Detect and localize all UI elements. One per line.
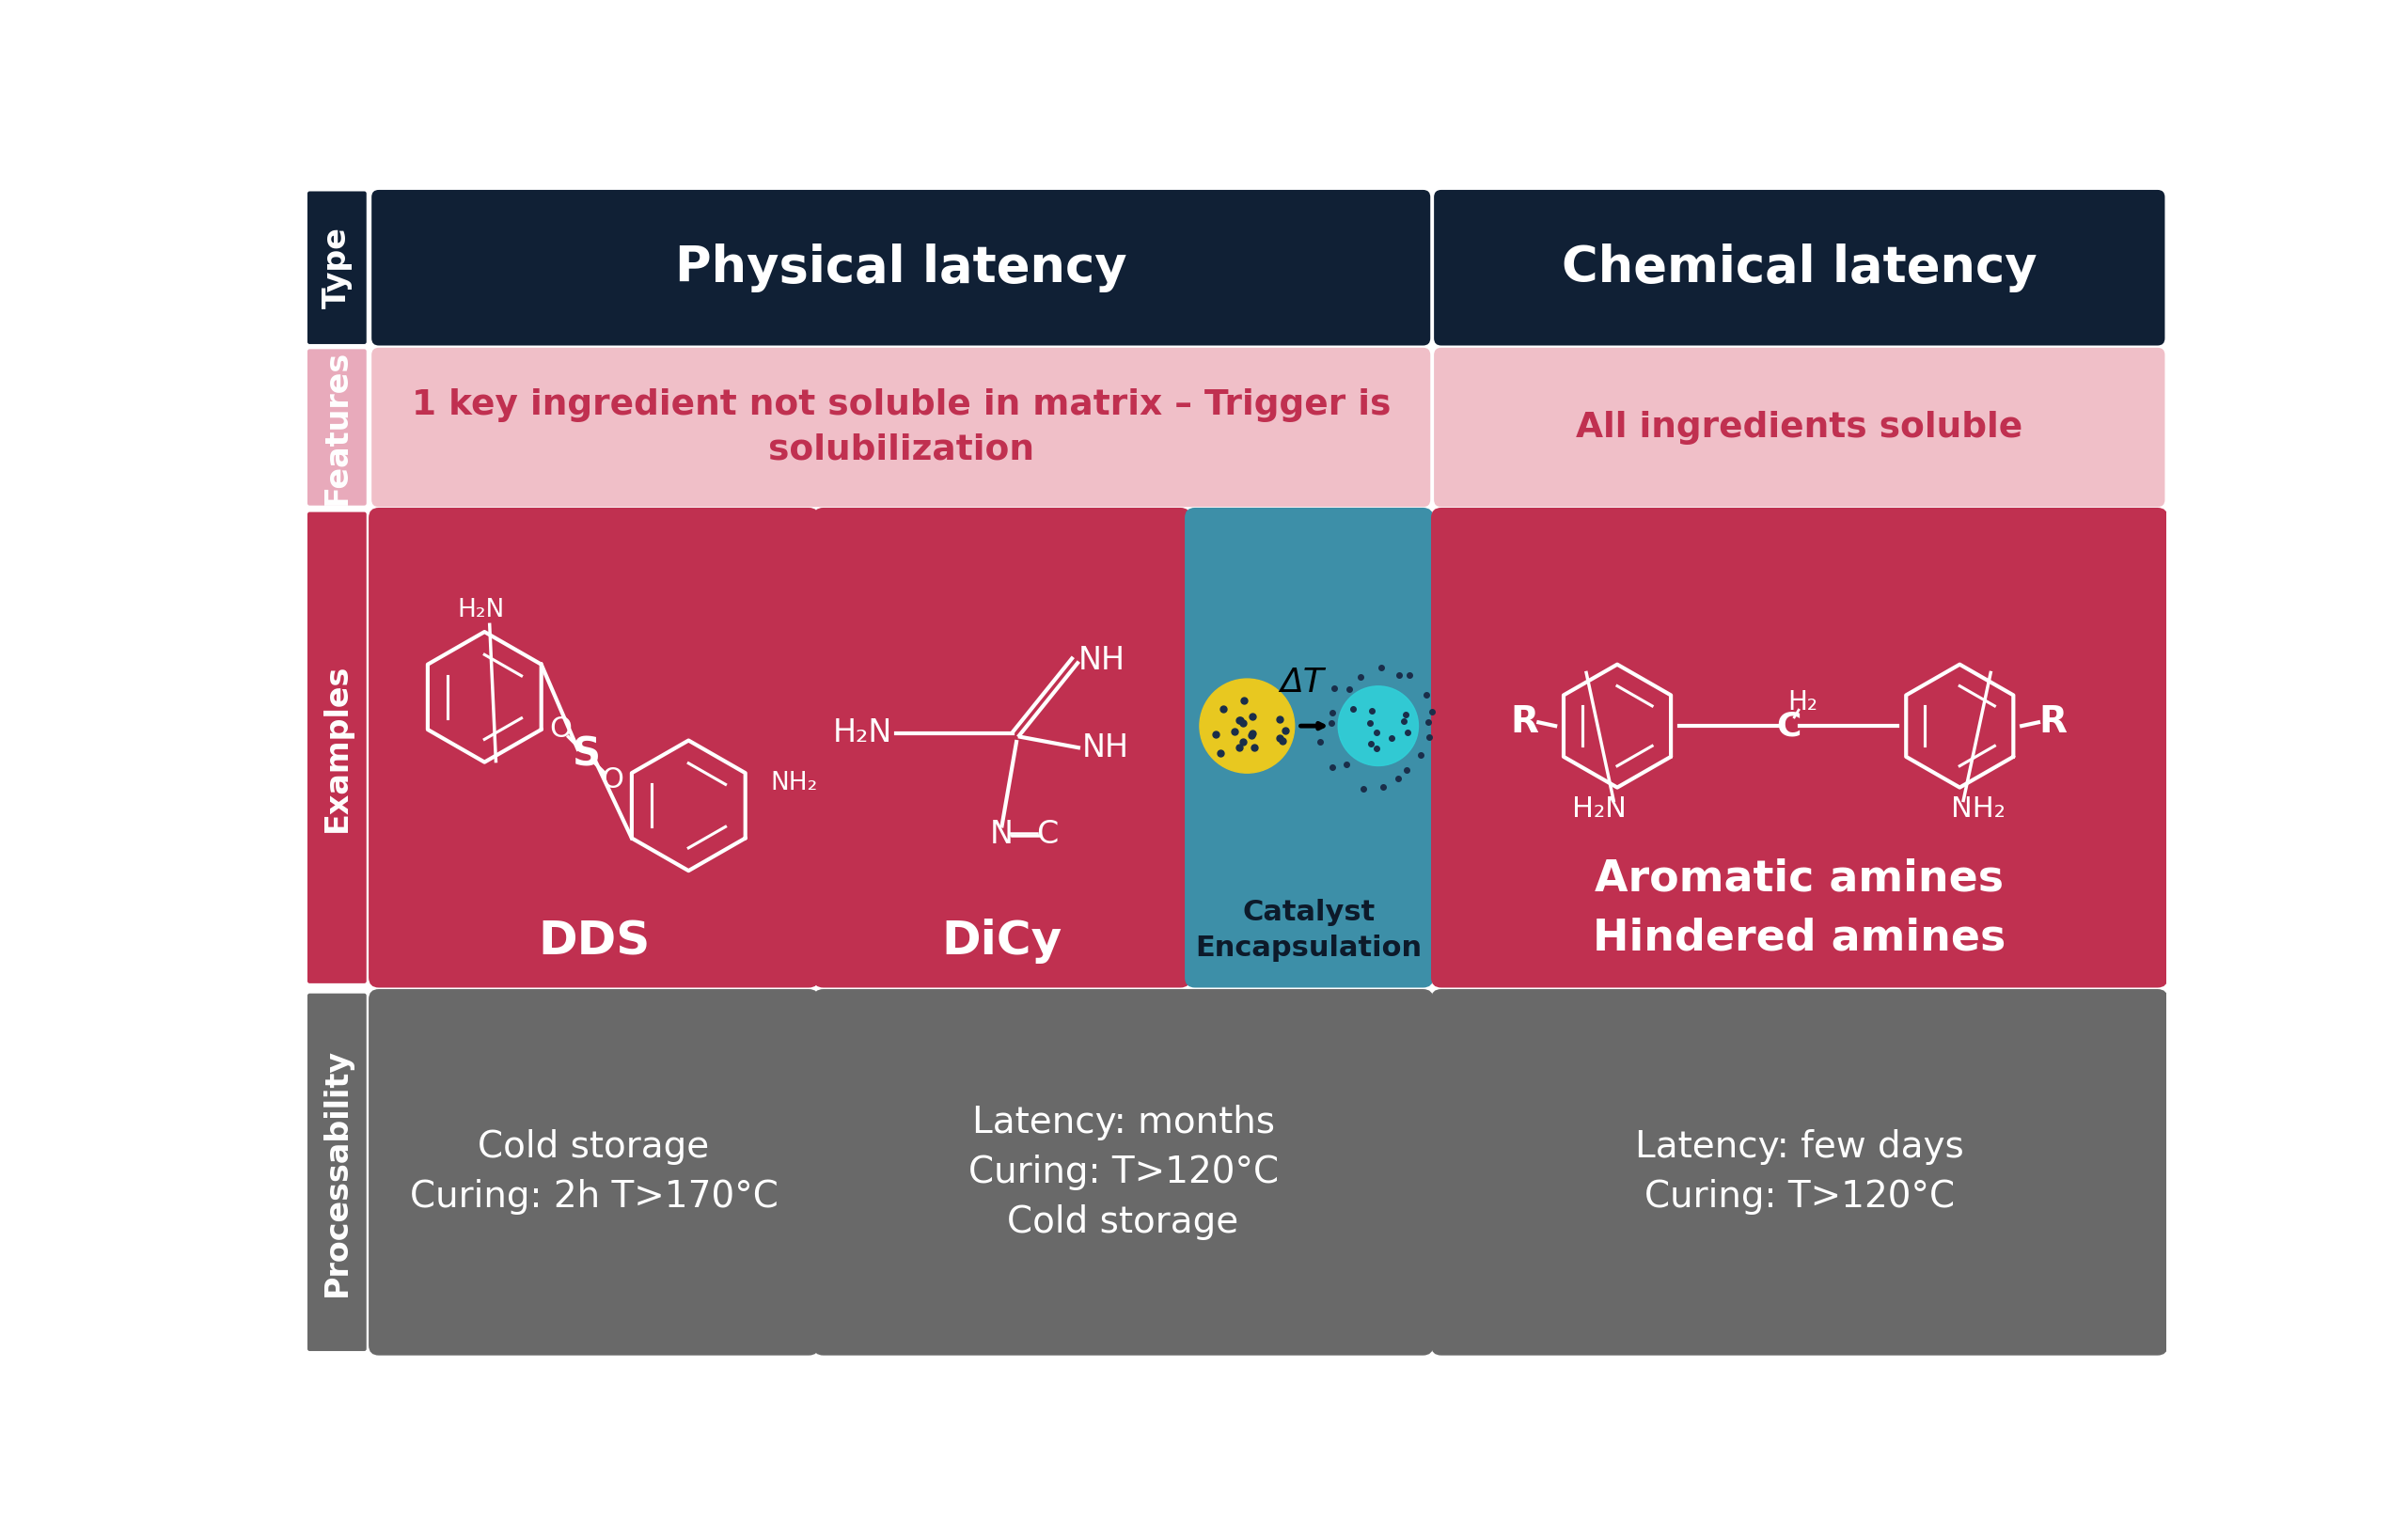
Text: Latency: few days
Curing: T>120°C: Latency: few days Curing: T>120°C	[1634, 1129, 1964, 1215]
Text: Processability: Processability	[323, 1049, 351, 1297]
FancyBboxPatch shape	[368, 989, 818, 1355]
Text: S: S	[573, 735, 602, 775]
Text: C: C	[1776, 710, 1800, 742]
Text: NH₂: NH₂	[770, 772, 818, 796]
Text: Cold storage
Curing: 2h T>170°C: Cold storage Curing: 2h T>170°C	[409, 1129, 777, 1215]
Text: Aromatic amines
Hindered amines: Aromatic amines Hindered amines	[1593, 858, 2005, 959]
FancyBboxPatch shape	[814, 508, 1191, 987]
Text: N: N	[989, 819, 1013, 850]
Text: R: R	[1509, 704, 1538, 741]
FancyBboxPatch shape	[371, 189, 1430, 345]
Text: NH: NH	[1078, 645, 1126, 676]
Text: Catalyst
Encapsulation: Catalyst Encapsulation	[1196, 899, 1423, 962]
Text: Chemical latency: Chemical latency	[1562, 243, 2036, 293]
FancyBboxPatch shape	[1432, 508, 2169, 987]
Text: H₂N: H₂N	[833, 718, 893, 748]
FancyBboxPatch shape	[1435, 189, 2164, 345]
Text: DiCy: DiCy	[941, 919, 1061, 964]
Circle shape	[1199, 679, 1295, 773]
FancyBboxPatch shape	[308, 993, 366, 1351]
Text: All ingredients soluble: All ingredients soluble	[1577, 410, 2022, 444]
Text: O: O	[602, 767, 623, 793]
Text: C: C	[1035, 819, 1059, 850]
Text: 1 key ingredient not soluble in matrix – Trigger is
solubilization: 1 key ingredient not soluble in matrix –…	[412, 388, 1391, 467]
Text: ΔT: ΔT	[1281, 667, 1324, 699]
Text: NH: NH	[1083, 732, 1129, 764]
FancyBboxPatch shape	[814, 989, 1432, 1355]
Text: H₂N: H₂N	[457, 598, 505, 622]
Text: NH₂: NH₂	[1950, 796, 2005, 822]
FancyBboxPatch shape	[308, 191, 366, 343]
Text: H₂: H₂	[1788, 690, 1817, 716]
Text: Examples: Examples	[323, 664, 351, 832]
FancyBboxPatch shape	[1435, 348, 2164, 507]
Text: R: R	[2039, 704, 2068, 741]
Circle shape	[1338, 687, 1418, 765]
FancyBboxPatch shape	[1184, 508, 1432, 987]
FancyBboxPatch shape	[371, 348, 1430, 507]
Text: Physical latency: Physical latency	[674, 243, 1126, 293]
FancyBboxPatch shape	[368, 508, 818, 987]
Text: Type: Type	[323, 226, 351, 308]
Text: DDS: DDS	[537, 919, 650, 964]
FancyBboxPatch shape	[308, 350, 366, 505]
FancyBboxPatch shape	[1432, 989, 2169, 1355]
Text: Features: Features	[323, 350, 351, 505]
Text: Latency: months
Curing: T>120°C
Cold storage: Latency: months Curing: T>120°C Cold sto…	[968, 1104, 1278, 1240]
Text: H₂N: H₂N	[1572, 796, 1627, 822]
FancyBboxPatch shape	[308, 511, 366, 984]
Text: O: O	[549, 716, 573, 744]
